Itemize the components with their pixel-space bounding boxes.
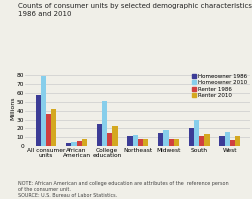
Bar	[229, 140, 234, 146]
Bar	[107, 133, 112, 146]
Bar	[137, 139, 143, 146]
Bar	[71, 142, 76, 146]
Bar	[218, 137, 224, 146]
Bar	[204, 134, 209, 146]
Bar	[188, 129, 193, 146]
Legend: Homeowner 1986, Homeowner 2010, Renter 1986, Renter 2010: Homeowner 1986, Homeowner 2010, Renter 1…	[191, 73, 247, 99]
Bar	[132, 135, 137, 146]
Bar	[66, 143, 71, 146]
Bar	[168, 139, 173, 146]
Text: Counts of consumer units by selected demographic characteristics by tenure,
1986: Counts of consumer units by selected dem…	[18, 3, 252, 17]
Bar	[224, 132, 229, 146]
Bar	[127, 136, 132, 146]
Bar	[234, 137, 239, 146]
Bar	[193, 120, 198, 146]
Bar	[51, 109, 56, 146]
Y-axis label: Millions: Millions	[10, 97, 15, 120]
Bar	[158, 133, 163, 146]
Bar	[102, 101, 107, 146]
Bar	[46, 114, 51, 146]
Bar	[76, 141, 81, 146]
Bar	[198, 137, 204, 146]
Bar	[163, 130, 168, 146]
Bar	[35, 95, 41, 146]
Text: NOTE: African American and college education are attributes of the  reference pe: NOTE: African American and college educa…	[18, 181, 228, 198]
Bar	[143, 139, 148, 146]
Bar	[173, 139, 178, 146]
Bar	[81, 139, 87, 146]
Bar	[97, 124, 102, 146]
Bar	[112, 126, 117, 146]
Bar	[41, 76, 46, 146]
